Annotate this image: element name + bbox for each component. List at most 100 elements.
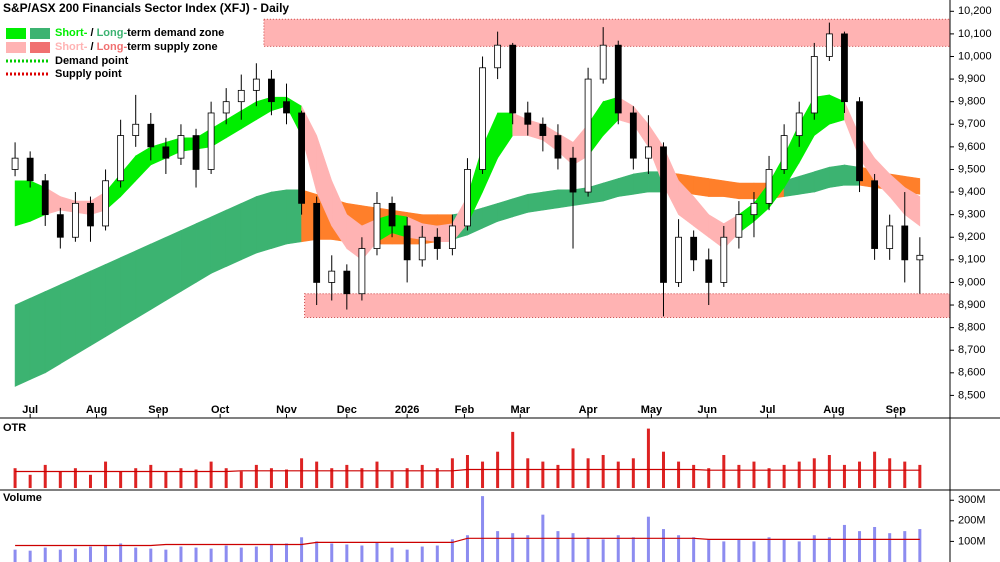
- y-tick-label: 9,100: [958, 254, 986, 266]
- panel-bar: [285, 469, 289, 488]
- candle-body: [147, 123, 155, 148]
- panel-bar: [601, 539, 605, 562]
- panel-bar: [73, 468, 77, 488]
- bands: [14, 94, 921, 387]
- candle-body: [660, 146, 667, 283]
- long-term-zone: [29, 291, 46, 381]
- candle-body: [871, 180, 879, 249]
- candle-body: [433, 236, 441, 249]
- panel-bar: [104, 461, 108, 488]
- panel-bar: [239, 547, 243, 562]
- panel-bar: [315, 541, 319, 562]
- panel-bar: [58, 471, 62, 488]
- y-tick-label: 9,600: [958, 141, 986, 153]
- panel-bar: [450, 458, 454, 488]
- long-term-zone: [813, 166, 830, 193]
- candle-body: [177, 135, 185, 159]
- candle-body: [41, 180, 49, 216]
- panel-bar: [827, 455, 831, 488]
- panel-bar: [556, 531, 560, 562]
- panel-bar: [179, 468, 183, 488]
- panel-bar: [858, 461, 862, 488]
- candle-body: [237, 89, 245, 103]
- y-tick-label: 8,500: [958, 389, 986, 401]
- panel-bar: [300, 537, 304, 562]
- candle-body: [479, 67, 486, 170]
- candle-body: [117, 135, 125, 182]
- long-term-zone: [75, 270, 91, 356]
- long-term-zone: [105, 257, 121, 338]
- panel-bar: [888, 533, 892, 562]
- legend-swatch: [30, 28, 50, 39]
- panel-bar: [405, 549, 409, 562]
- panel-bar: [782, 464, 786, 488]
- panel-bar: [43, 547, 47, 562]
- candle-body: [268, 78, 275, 103]
- legend-label: Short- / Long-term supply zone: [55, 41, 218, 53]
- panel-bar: [812, 535, 816, 562]
- panel-bar: [254, 464, 258, 488]
- panel-bar: [119, 471, 123, 488]
- legend-text: /: [87, 41, 96, 53]
- y-tick-label: 9,400: [958, 186, 986, 198]
- panel-bar: [375, 461, 379, 488]
- panel-bar: [254, 546, 258, 562]
- panel-bar: [888, 458, 892, 488]
- x-tick-label: Jun: [697, 404, 717, 416]
- candle-body: [841, 33, 848, 103]
- x-tick-label: Sep: [886, 404, 906, 416]
- panel-bar: [330, 543, 334, 562]
- candle-body: [705, 259, 713, 283]
- candle-body: [494, 44, 502, 69]
- panel-bar: [692, 464, 696, 488]
- panel-bar: [134, 547, 138, 562]
- legend-swatch: [30, 42, 50, 53]
- long-term-zone: [14, 297, 31, 387]
- panel-bar: [13, 549, 17, 562]
- x-tick-label: Mar: [510, 404, 530, 416]
- panel-bar: [224, 545, 228, 562]
- panel-bar: [827, 537, 831, 562]
- x-tick-label: Aug: [823, 404, 844, 416]
- candle-body: [298, 112, 305, 204]
- y-tick-label: 9,700: [958, 118, 986, 130]
- panel-bar: [707, 539, 711, 562]
- long-term-zone: [60, 277, 76, 365]
- panel-bar: [677, 535, 681, 562]
- panel-bar: [390, 471, 394, 488]
- panel-bar: [646, 516, 650, 562]
- panel-bar: [224, 468, 228, 488]
- candle-body: [614, 44, 622, 114]
- candle-body: [810, 56, 818, 114]
- panel-bar: [752, 461, 756, 488]
- candle-body: [373, 202, 381, 249]
- panel-bar: [209, 461, 213, 488]
- panel-bar: [767, 537, 771, 562]
- candle-body: [916, 254, 924, 261]
- candle-body: [343, 270, 351, 295]
- panel-bar: [390, 547, 394, 562]
- panel-bar: [646, 428, 650, 488]
- panel-bar: [586, 458, 590, 488]
- panel-bar: [375, 542, 379, 562]
- x-tick-label: Feb: [455, 404, 475, 416]
- candle-body: [825, 33, 833, 57]
- candle-body: [554, 135, 562, 159]
- panel-bar: [571, 533, 575, 562]
- panel-bar: [149, 464, 153, 488]
- long-term-zone: [829, 164, 845, 188]
- panel-bar: [134, 468, 138, 488]
- panel-bar: [164, 471, 168, 488]
- panel-bar: [692, 537, 696, 562]
- candle-body: [132, 123, 140, 136]
- panel-bar: [722, 455, 726, 488]
- panel-bar: [707, 468, 711, 488]
- long-term-zone: [542, 189, 559, 211]
- long-term-zone: [271, 189, 287, 249]
- candle-body: [509, 44, 517, 114]
- panel-bar: [782, 539, 786, 562]
- panel-bar: [465, 455, 469, 488]
- y-tick-label: 10,100: [958, 28, 992, 40]
- y-tick-label: 8,900: [958, 299, 986, 311]
- candle-body: [358, 248, 366, 295]
